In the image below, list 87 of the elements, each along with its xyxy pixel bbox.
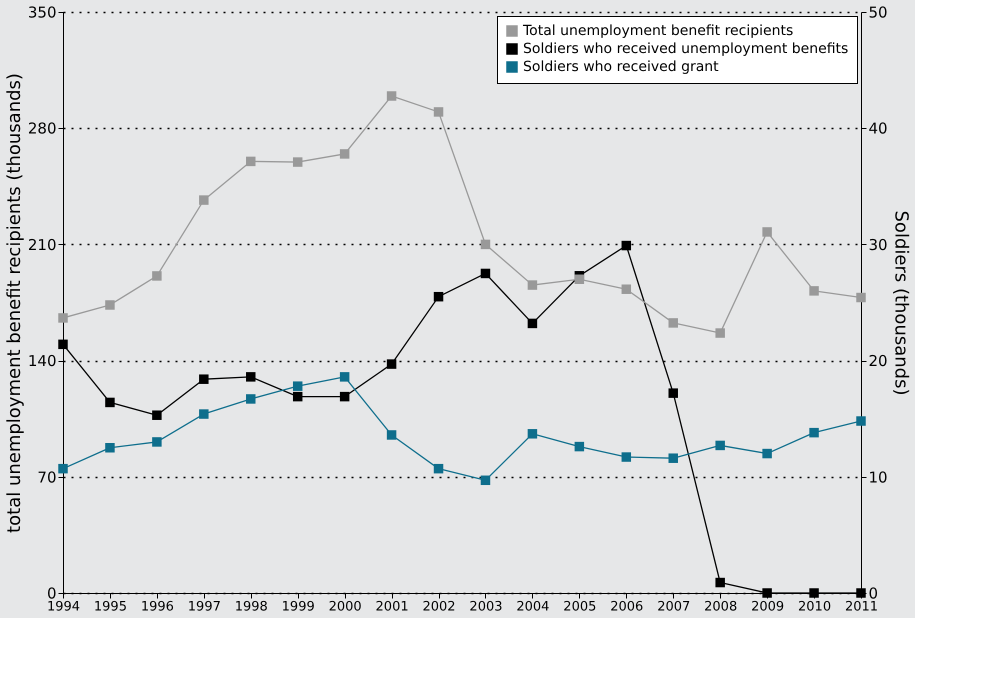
x-tick-label: 2002	[422, 600, 456, 614]
x-tick-label: 2008	[704, 600, 738, 614]
point	[809, 286, 819, 296]
x-tick-label: 1994	[46, 600, 80, 614]
x-tick-label: 1999	[282, 600, 315, 614]
point	[58, 340, 68, 350]
x-tick-label: 2004	[516, 600, 550, 614]
point	[246, 156, 256, 166]
y2-tick-label: 10	[868, 468, 888, 486]
point	[668, 453, 678, 463]
point	[199, 374, 209, 384]
point	[105, 398, 115, 408]
point	[622, 452, 632, 462]
point	[340, 392, 350, 402]
point	[340, 372, 350, 382]
point	[199, 409, 209, 419]
point	[152, 410, 162, 420]
point	[292, 392, 302, 402]
point	[292, 381, 302, 391]
y-tick-label: 70	[37, 468, 56, 486]
point	[668, 388, 678, 398]
point	[434, 464, 444, 474]
legend-label: Soldiers who received grant	[523, 59, 720, 75]
point	[434, 292, 444, 302]
point	[340, 149, 350, 159]
y2-tick-label: 20	[868, 352, 888, 370]
point	[434, 107, 444, 117]
point	[58, 313, 68, 323]
point	[386, 430, 396, 440]
y2-axis-title: Soldiers (thousands)	[890, 210, 912, 396]
point	[292, 157, 302, 167]
point	[856, 416, 866, 426]
point	[528, 318, 538, 328]
x-tick-label: 2001	[376, 600, 409, 614]
point	[480, 240, 490, 250]
point	[386, 359, 396, 369]
point	[762, 448, 772, 458]
point	[480, 476, 490, 486]
point	[152, 437, 162, 447]
point	[105, 300, 115, 310]
y-tick-label: 280	[28, 120, 56, 138]
x-tick-label: 2005	[563, 600, 596, 614]
x-tick-label: 1995	[94, 600, 127, 614]
y-axis-title: total unemployment benefit recipients (thousands)	[4, 73, 25, 533]
y-tick-label: 350	[28, 4, 56, 22]
x-tick-label: 1998	[234, 600, 268, 614]
point	[668, 318, 678, 328]
legend-label: Total unemployment benefit recipients	[522, 23, 794, 39]
point	[199, 195, 209, 205]
point	[574, 274, 584, 284]
point	[622, 284, 632, 294]
point	[809, 588, 819, 598]
point	[762, 227, 772, 237]
point	[528, 429, 538, 439]
x-tick-label: 2007	[657, 600, 690, 614]
point	[246, 394, 256, 404]
point	[246, 372, 256, 382]
point	[809, 428, 819, 438]
point	[480, 268, 490, 278]
point	[715, 578, 725, 588]
x-tick-label: 2010	[798, 600, 832, 614]
y-tick-label: 140	[28, 352, 56, 370]
x-tick-label: 1997	[188, 600, 221, 614]
y2-tick-label: 0	[868, 584, 878, 602]
point	[622, 240, 632, 250]
y2-tick-label: 50	[868, 4, 888, 22]
point	[574, 442, 584, 452]
point	[152, 271, 162, 281]
point	[386, 91, 396, 101]
x-tick-label: 1996	[140, 600, 174, 614]
point	[58, 464, 68, 474]
point	[105, 443, 115, 452]
x-tick-label: 2011	[844, 600, 878, 614]
y-tick-label: 210	[28, 236, 56, 254]
x-tick-label: 2003	[469, 600, 503, 614]
point	[762, 588, 772, 598]
point	[856, 292, 866, 302]
y2-tick-label: 30	[868, 236, 888, 254]
x-tick-label: 2000	[328, 600, 362, 614]
point	[528, 280, 538, 290]
y-tick-label: 0	[46, 584, 56, 602]
legend-label: Soldiers who received unemployment benefits	[523, 41, 848, 57]
x-tick-label: 2006	[610, 600, 644, 614]
point	[715, 328, 725, 338]
point	[715, 440, 725, 450]
x-tick-label: 2009	[751, 600, 784, 614]
y2-tick-label: 40	[868, 120, 888, 138]
